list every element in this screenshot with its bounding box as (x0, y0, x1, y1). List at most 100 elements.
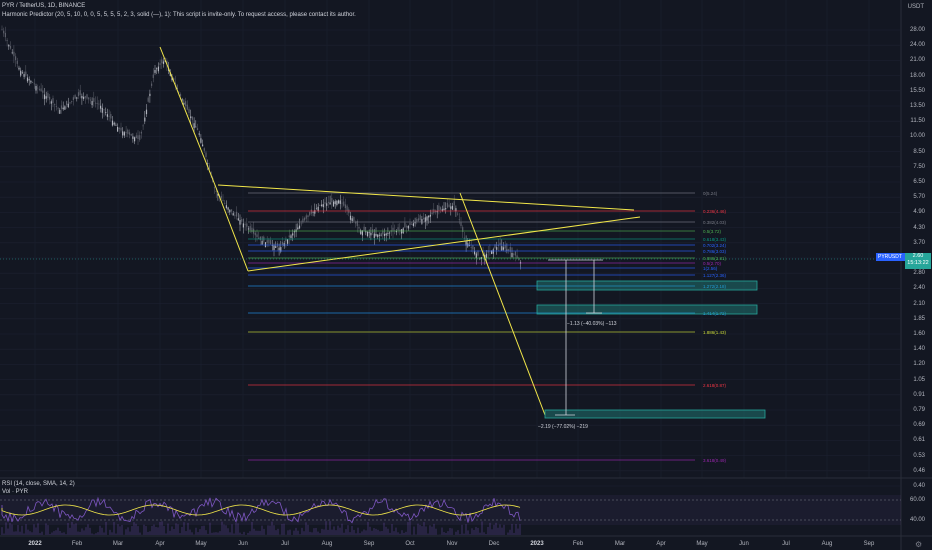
candle (329, 202, 331, 205)
candle (127, 129, 129, 134)
volume-bar (87, 524, 89, 535)
candle (42, 90, 44, 93)
volume-bar (127, 527, 129, 535)
candle (344, 204, 346, 209)
candle (161, 59, 163, 64)
candle (363, 226, 365, 232)
candle (232, 213, 234, 216)
volume-bar (517, 528, 519, 535)
time-tick-label: Feb (572, 541, 584, 547)
price-axis[interactable]: USDT 28.00 24.00 21.00 18.00 15.50 13.50 11.50… (901, 0, 932, 550)
volume-bar (237, 523, 239, 535)
volume-bar (161, 521, 163, 535)
candle (431, 212, 433, 214)
candle (298, 225, 301, 229)
volume-bar (129, 531, 131, 535)
candle (356, 220, 358, 226)
candle (159, 63, 161, 65)
volume-bar (15, 531, 17, 535)
candle (15, 56, 17, 61)
volume-bar (441, 527, 443, 535)
volume-bar (397, 532, 399, 535)
candle (230, 209, 233, 212)
volume-bar (399, 533, 401, 535)
candle (417, 218, 420, 221)
candle (62, 107, 64, 110)
candle (93, 98, 95, 102)
candle (94, 102, 97, 104)
candle (241, 218, 243, 222)
candle (38, 88, 40, 90)
candle (9, 45, 12, 49)
volume-bar (419, 524, 421, 535)
volume-bar (369, 526, 371, 535)
volume-bar (429, 525, 431, 535)
time-tick-label: Nov (446, 541, 458, 547)
price-tick-label: 7.50 (913, 163, 925, 170)
candle (322, 204, 324, 208)
candle (20, 70, 22, 76)
candle (349, 215, 352, 220)
volume-bar (177, 524, 179, 535)
candle (441, 209, 443, 211)
volume-bar (431, 526, 433, 535)
candle (33, 83, 35, 85)
volume-bar (231, 524, 233, 535)
symbol-price-tag: PYRUSDT (876, 253, 905, 261)
volume-bar (339, 527, 341, 535)
settings-gear-icon[interactable]: ⚙ (915, 540, 923, 549)
candle (508, 249, 510, 251)
volume-bar (189, 529, 191, 535)
candle (310, 209, 312, 214)
fib-level-label: 0.618(3.43) (703, 237, 727, 242)
candle (341, 202, 343, 204)
volume-bar (331, 529, 333, 535)
volume-bar (485, 534, 487, 535)
volume-bar (495, 522, 497, 535)
volume-bar (333, 526, 335, 535)
volume-bar (389, 532, 391, 535)
volume-bar (131, 526, 133, 535)
volume-bar (51, 532, 53, 535)
candle (125, 132, 127, 134)
volume-bar (171, 526, 173, 535)
candle (123, 132, 125, 136)
candle (13, 51, 15, 57)
volume-bar (111, 532, 113, 535)
candle (64, 106, 66, 110)
candle (134, 137, 136, 142)
candle (355, 222, 357, 224)
volume-bar (39, 533, 41, 535)
candle (511, 253, 513, 258)
volume-bar (235, 523, 237, 535)
volume-bar (213, 532, 215, 535)
rsi-label: RSI (14, close, SMA, 14, 2) (2, 481, 75, 487)
candle (429, 214, 431, 217)
price-tick-label: 10.00 (909, 133, 925, 140)
candle (21, 72, 23, 74)
candle (474, 251, 476, 255)
candle (113, 122, 115, 125)
candle (285, 238, 287, 242)
candle (409, 222, 411, 225)
candle (26, 77, 29, 82)
target-zone (536, 304, 758, 315)
candle (399, 229, 401, 231)
pattern-line (217, 184, 635, 211)
volume-bar (361, 531, 363, 535)
candle (140, 131, 142, 134)
candle (261, 240, 263, 245)
candle (460, 222, 462, 226)
volume-bar (409, 521, 411, 535)
volume-bar (283, 523, 285, 535)
price-tick-label: 13.50 (909, 103, 925, 109)
volume-bar (139, 532, 141, 535)
candle (331, 198, 333, 203)
volume-bar (491, 529, 493, 535)
volume-bar (383, 522, 385, 535)
candle (395, 230, 397, 233)
volume-bar (355, 533, 357, 535)
candle (11, 52, 13, 54)
